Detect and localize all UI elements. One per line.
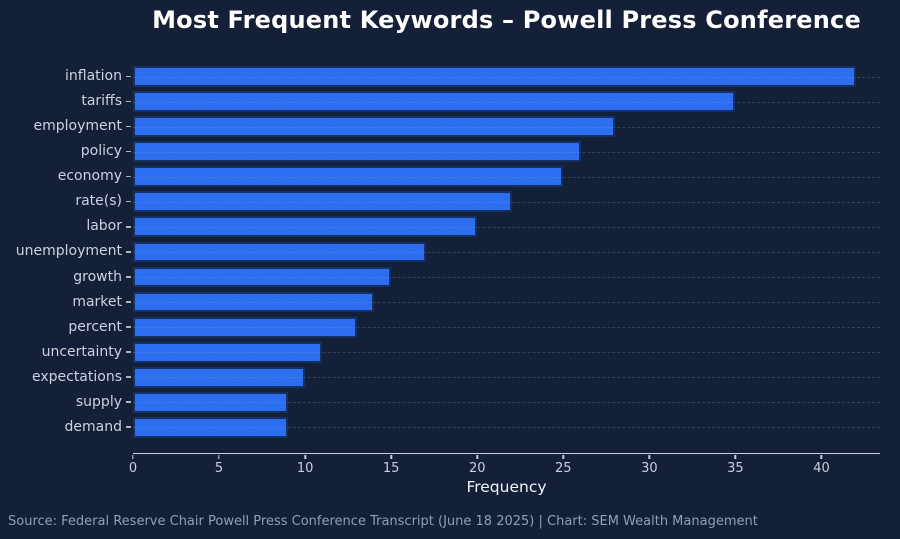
gridline <box>133 427 880 429</box>
y-tick-mark <box>126 376 131 378</box>
category-label: policy <box>80 143 122 160</box>
bar-inflation <box>133 66 856 87</box>
bar-row: labor <box>86 214 880 239</box>
x-tick-mark <box>304 455 306 459</box>
y-tick-mark <box>126 351 131 353</box>
gridline <box>133 151 880 153</box>
y-tick-mark <box>126 200 131 203</box>
bar-expectations <box>133 366 306 388</box>
x-tick-mark <box>820 455 823 459</box>
y-tick-mark <box>126 125 131 128</box>
bar-demand <box>133 416 288 438</box>
bar-row: market <box>72 290 880 315</box>
y-tick-mark <box>126 426 131 428</box>
category-label: market <box>72 293 122 310</box>
bar-row: economy <box>58 164 880 189</box>
bar-row: employment <box>34 114 880 139</box>
x-tick-mark <box>734 455 737 459</box>
gridline <box>133 352 880 354</box>
bar-row: uncertainty <box>42 340 880 365</box>
x-tick-label: 20 <box>468 461 486 476</box>
category-label: inflation <box>65 68 122 84</box>
y-tick-mark <box>126 100 131 103</box>
chart-title: Most Frequent Keywords – Powell Press Co… <box>152 6 861 34</box>
gridline <box>133 402 880 404</box>
x-tick-label: 25 <box>555 461 572 476</box>
category-label: tariffs <box>81 93 122 110</box>
y-tick-mark <box>126 150 131 153</box>
gridline <box>133 176 880 178</box>
bar-percent <box>133 316 357 338</box>
x-tick-mark <box>476 455 478 459</box>
x-tick-mark <box>218 455 220 459</box>
bar-row: policy <box>81 139 880 164</box>
bar-row: demand <box>65 415 880 440</box>
x-tick-mark <box>390 455 392 459</box>
source-caption: Source: Federal Reserve Chair Powell Pre… <box>8 514 758 529</box>
category-label: expectations <box>31 368 122 385</box>
x-tick-label: 35 <box>727 461 744 476</box>
bar-unemployment <box>133 241 426 263</box>
bar-market <box>133 291 374 313</box>
bar-employment <box>133 116 615 138</box>
bar-labor <box>133 216 478 238</box>
x-tick-label: 40 <box>813 461 830 476</box>
y-tick-mark <box>126 301 131 303</box>
y-tick-mark <box>126 276 131 278</box>
x-tick-mark <box>648 455 651 459</box>
bar-row: tariffs <box>81 89 880 114</box>
bar-economy <box>133 166 564 188</box>
category-label: demand <box>64 418 122 435</box>
y-tick-mark <box>126 401 131 403</box>
y-tick-mark <box>126 75 131 78</box>
gridline <box>133 76 880 78</box>
category-label: labor <box>86 218 122 235</box>
bar-rows: inflation tariffs employment policy economy r… <box>16 64 880 440</box>
bar-policy <box>133 141 581 163</box>
gridline <box>133 201 880 203</box>
bar-row: growth <box>73 265 880 290</box>
gridline <box>133 101 880 103</box>
x-tick-label: 30 <box>641 461 658 476</box>
category-label: growth <box>73 268 122 285</box>
x-axis-label: Frequency <box>466 478 547 496</box>
category-label: economy <box>57 168 122 185</box>
bar-row: percent <box>68 315 880 340</box>
bar-row: rate(s) <box>75 189 880 214</box>
bar-row: unemployment <box>16 239 880 264</box>
y-tick-mark <box>126 175 131 178</box>
category-label: uncertainty <box>41 343 122 360</box>
category-label: employment <box>33 118 123 135</box>
gridline <box>133 327 880 329</box>
bar-row: expectations <box>32 365 880 390</box>
x-tick-label: 15 <box>382 461 400 476</box>
x-tick-mark <box>132 455 134 459</box>
bar-supply <box>133 391 288 413</box>
x-tick-label: 5 <box>214 461 224 476</box>
gridline <box>133 377 880 379</box>
bar-row: inflation <box>65 64 880 89</box>
x-tick-label: 10 <box>296 461 314 476</box>
bar-row: supply <box>76 390 880 415</box>
gridline <box>133 226 880 228</box>
bar-rates <box>133 191 512 213</box>
gridline <box>133 251 880 253</box>
y-tick-mark <box>126 250 131 253</box>
bar-tariffs <box>133 91 736 112</box>
category-label: percent <box>68 318 122 335</box>
y-tick-mark <box>126 326 131 328</box>
x-axis: 0 5 10 15 20 25 30 35 40 <box>129 453 880 476</box>
y-tick-mark <box>126 225 131 228</box>
x-tick-mark <box>562 455 564 459</box>
gridline <box>133 126 880 128</box>
gridline <box>133 277 880 279</box>
bar-growth <box>133 266 392 288</box>
plot-area: inflation tariffs employment policy economy r… <box>16 64 880 440</box>
gridline <box>133 302 880 304</box>
category-label: supply <box>75 393 122 410</box>
x-tick-label: 0 <box>128 461 138 476</box>
category-label: rate(s) <box>75 193 122 210</box>
bar-uncertainty <box>133 341 323 363</box>
category-label: unemployment <box>15 243 122 260</box>
